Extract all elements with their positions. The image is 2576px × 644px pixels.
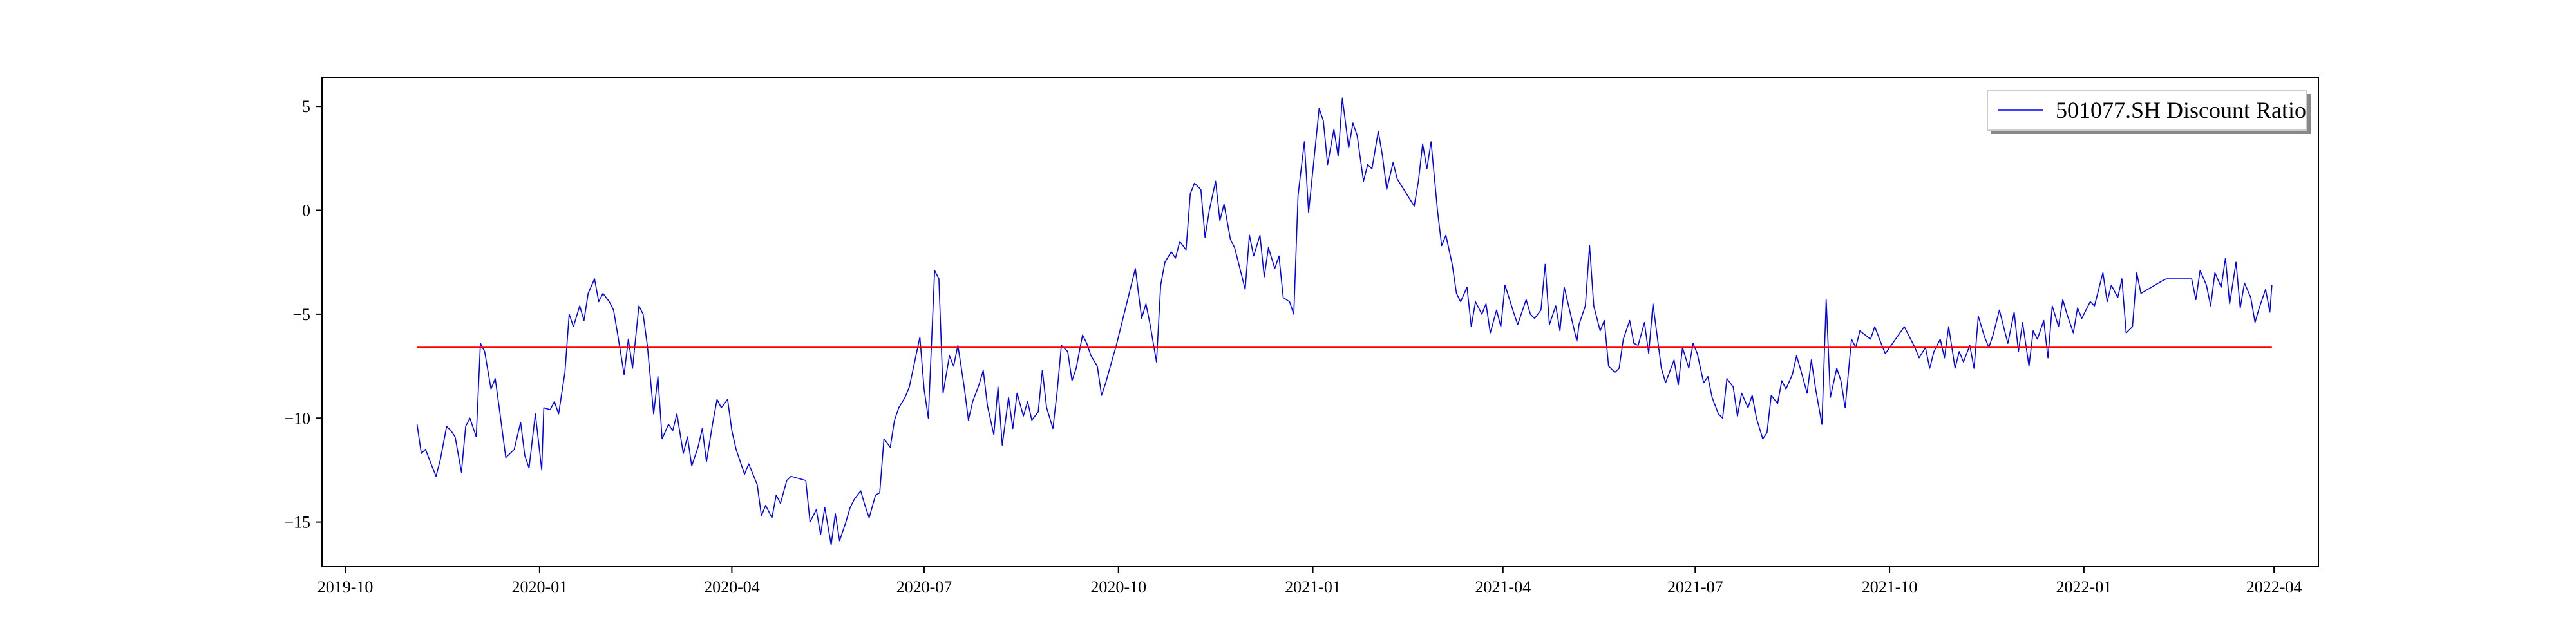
x-tick-label: 2022-01 xyxy=(2056,578,2112,596)
y-tick-label: −5 xyxy=(292,305,310,324)
series-layer xyxy=(416,97,2273,545)
y-tick-label: −15 xyxy=(284,513,310,532)
x-tick-label: 2021-01 xyxy=(1285,578,1341,596)
x-tick-label: 2021-10 xyxy=(1862,578,1918,596)
x-tick-label: 2020-01 xyxy=(512,578,568,596)
y-tick-label: 5 xyxy=(302,97,310,116)
x-tick-label: 2021-07 xyxy=(1667,578,1723,596)
x-tick-label: 2020-04 xyxy=(704,578,760,596)
legend: 501077.SH Discount Ratio xyxy=(1987,90,2311,134)
y-axis: 5 0 −5 −10 −15 xyxy=(284,97,322,532)
x-tick-label: 2020-07 xyxy=(896,578,952,596)
discount-ratio-line xyxy=(416,97,2273,545)
x-tick-label: 2021-04 xyxy=(1475,578,1531,596)
y-tick-label: −10 xyxy=(284,409,310,428)
plot-frame xyxy=(321,77,2319,567)
legend-label: 501077.SH Discount Ratio xyxy=(2056,97,2306,123)
y-tick-label: 0 xyxy=(302,202,310,220)
x-axis: 2019-10 2020-01 2020-04 2020-07 2020-10 2021-… xyxy=(317,567,2302,596)
x-tick-label: 2022-04 xyxy=(2246,578,2302,596)
x-tick-label: 2020-10 xyxy=(1090,578,1146,596)
x-tick-label: 2019-10 xyxy=(317,578,374,596)
